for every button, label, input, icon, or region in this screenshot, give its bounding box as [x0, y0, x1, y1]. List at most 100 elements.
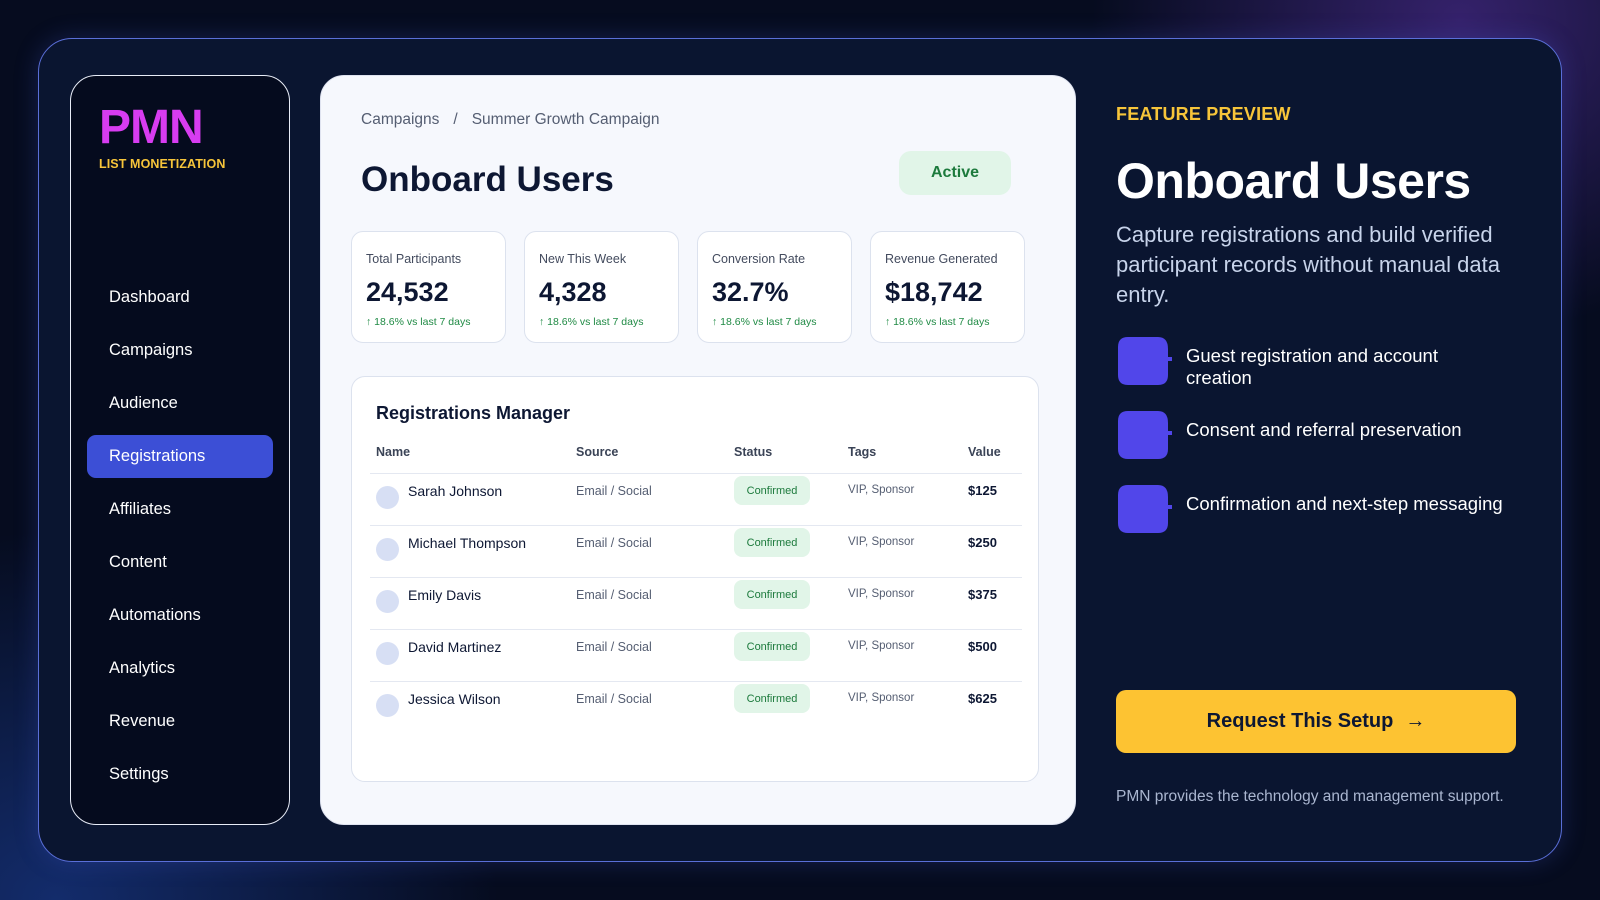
feature-title: Onboard Users — [1116, 153, 1471, 209]
cell-value: $250 — [968, 535, 997, 550]
feature-item: Consent and referral preservation — [1116, 409, 1536, 483]
status-badge: Confirmed — [734, 580, 810, 609]
cell-name: Sarah Johnson — [408, 483, 503, 499]
feature-preview-panel: FEATURE PREVIEW Onboard Users Capture re… — [1116, 0, 1536, 900]
stat-change: ↑ 18.6% vs last 7 days — [712, 316, 817, 328]
main-panel: Campaigns / Summer Growth Campaign Onboa… — [320, 75, 1076, 825]
stat-label: Total Participants — [366, 252, 462, 266]
sidebar-nav: Dashboard Campaigns Audience Registratio… — [87, 276, 273, 806]
table-title: Registrations Manager — [376, 403, 571, 423]
stat-value: 24,532 — [366, 277, 449, 307]
cell-value: $500 — [968, 639, 997, 654]
breadcrumb-campaigns[interactable]: Campaigns — [361, 111, 440, 128]
stat-card-new-this-week: New This Week 4,328 ↑ 18.6% vs last 7 da… — [524, 231, 679, 343]
table-row[interactable]: David Martinez Email / Social Confirmed … — [370, 629, 1022, 681]
status-badge: Active — [899, 151, 1011, 195]
feature-description: Capture registrations and build verified… — [1116, 222, 1500, 307]
cell-tags: VIP, Sponsor — [848, 536, 915, 548]
breadcrumb: Campaigns / Summer Growth Campaign — [361, 111, 660, 129]
logo-tagline: LIST MONETIZATION — [99, 157, 226, 171]
column-header-source[interactable]: Source — [576, 445, 619, 459]
sidebar-item-settings[interactable]: Settings — [109, 765, 169, 783]
cell-name: Michael Thompson — [408, 535, 527, 551]
stat-value: $18,742 — [885, 277, 983, 307]
sidebar-item-content[interactable]: Content — [109, 553, 167, 571]
stat-label: New This Week — [539, 252, 627, 266]
sidebar-item-affiliates[interactable]: Affiliates — [109, 500, 172, 518]
logo: PMN LIST MONETIZATION — [99, 101, 226, 172]
registrations-table-card: Registrations Manager Name Source Status… — [351, 376, 1039, 782]
sidebar-item-campaigns[interactable]: Campaigns — [109, 341, 193, 359]
page-title: Onboard Users — [361, 160, 614, 199]
stat-change: ↑ 18.6% vs last 7 days — [366, 316, 471, 328]
feature-item: Confirmation and next-step messaging — [1116, 483, 1536, 557]
arrow-right-icon: → — [1405, 710, 1426, 732]
cell-tags: VIP, Sponsor — [848, 692, 915, 704]
feature-badge-icon — [1118, 485, 1172, 533]
table-row[interactable]: Sarah Johnson Email / Social Confirmed V… — [370, 473, 1022, 525]
avatar — [376, 642, 399, 665]
table-row[interactable]: Emily Davis Email / Social Confirmed VIP… — [370, 577, 1022, 629]
sidebar-item-revenue[interactable]: Revenue — [109, 712, 176, 730]
stat-change: ↑ 18.6% vs last 7 days — [539, 316, 644, 328]
stats-row: Total Participants 24,532 ↑ 18.6% vs las… — [351, 231, 1025, 343]
cell-source: Email / Social — [576, 536, 652, 550]
column-header-value[interactable]: Value — [968, 445, 1001, 459]
cell-source: Email / Social — [576, 692, 652, 706]
feature-text: Consent and referral preservation — [1186, 419, 1462, 440]
column-header-status[interactable]: Status — [734, 445, 773, 459]
sidebar: PMN LIST MONETIZATION Dashboard Campaign… — [70, 75, 290, 825]
stat-card-total-participants: Total Participants 24,532 ↑ 18.6% vs las… — [351, 231, 506, 343]
sidebar-item-analytics[interactable]: Analytics — [109, 659, 176, 677]
feature-list: Guest registration and account creation … — [1116, 335, 1536, 557]
cell-value: $625 — [968, 691, 997, 706]
feature-text: Confirmation and next-step messaging — [1186, 493, 1503, 514]
feature-text: Guest registration and account creation — [1186, 345, 1438, 388]
stat-value: 4,328 — [539, 277, 607, 307]
cell-tags: VIP, Sponsor — [848, 588, 915, 600]
feature-badge-icon — [1118, 337, 1172, 385]
column-header-tags[interactable]: Tags — [848, 445, 877, 459]
feature-preview-eyebrow: FEATURE PREVIEW — [1116, 104, 1291, 124]
cell-name: David Martinez — [408, 639, 502, 655]
avatar — [376, 538, 399, 561]
feature-badge-icon — [1118, 411, 1172, 459]
feature-item: Guest registration and account creation — [1116, 335, 1536, 409]
avatar — [376, 590, 399, 613]
request-setup-button[interactable]: Request This Setup → — [1116, 690, 1516, 753]
cell-value: $375 — [968, 587, 997, 602]
avatar — [376, 486, 399, 509]
table-body: Sarah Johnson Email / Social Confirmed V… — [370, 473, 1022, 733]
column-header-name[interactable]: Name — [376, 445, 411, 459]
table-row[interactable]: Jessica Wilson Email / Social Confirmed … — [370, 681, 1022, 733]
cell-name: Emily Davis — [408, 587, 482, 603]
avatar — [376, 694, 399, 717]
cell-tags: VIP, Sponsor — [848, 484, 915, 496]
footnote: PMN provides the technology and manageme… — [1116, 788, 1504, 805]
request-setup-label: Request This Setup — [1206, 710, 1394, 732]
breadcrumb-separator: / — [453, 111, 458, 128]
cell-source: Email / Social — [576, 484, 652, 498]
sidebar-item-automations[interactable]: Automations — [109, 606, 201, 624]
cell-tags: VIP, Sponsor — [848, 640, 915, 652]
stat-value: 32.7% — [712, 277, 789, 307]
stat-change: ↑ 18.6% vs last 7 days — [885, 316, 990, 328]
stat-card-conversion-rate: Conversion Rate 32.7% ↑ 18.6% vs last 7 … — [697, 231, 852, 343]
table-header: Name Source Status Tags Value — [376, 445, 1016, 473]
status-badge: Confirmed — [734, 476, 810, 505]
status-badge: Confirmed — [734, 632, 810, 661]
status-badge: Confirmed — [734, 528, 810, 557]
stat-card-revenue-generated: Revenue Generated $18,742 ↑ 18.6% vs las… — [870, 231, 1025, 343]
status-badge: Confirmed — [734, 684, 810, 713]
table-row[interactable]: Michael Thompson Email / Social Confirme… — [370, 525, 1022, 577]
sidebar-item-audience[interactable]: Audience — [109, 394, 178, 412]
sidebar-item-dashboard[interactable]: Dashboard — [109, 288, 190, 306]
cell-value: $125 — [968, 483, 997, 498]
cell-name: Jessica Wilson — [408, 691, 501, 707]
cell-source: Email / Social — [576, 588, 652, 602]
cell-source: Email / Social — [576, 640, 652, 654]
stat-label: Conversion Rate — [712, 252, 806, 266]
logo-wordmark: PMN — [99, 101, 204, 154]
stat-label: Revenue Generated — [885, 252, 998, 266]
sidebar-item-registrations[interactable]: Registrations — [87, 435, 273, 478]
